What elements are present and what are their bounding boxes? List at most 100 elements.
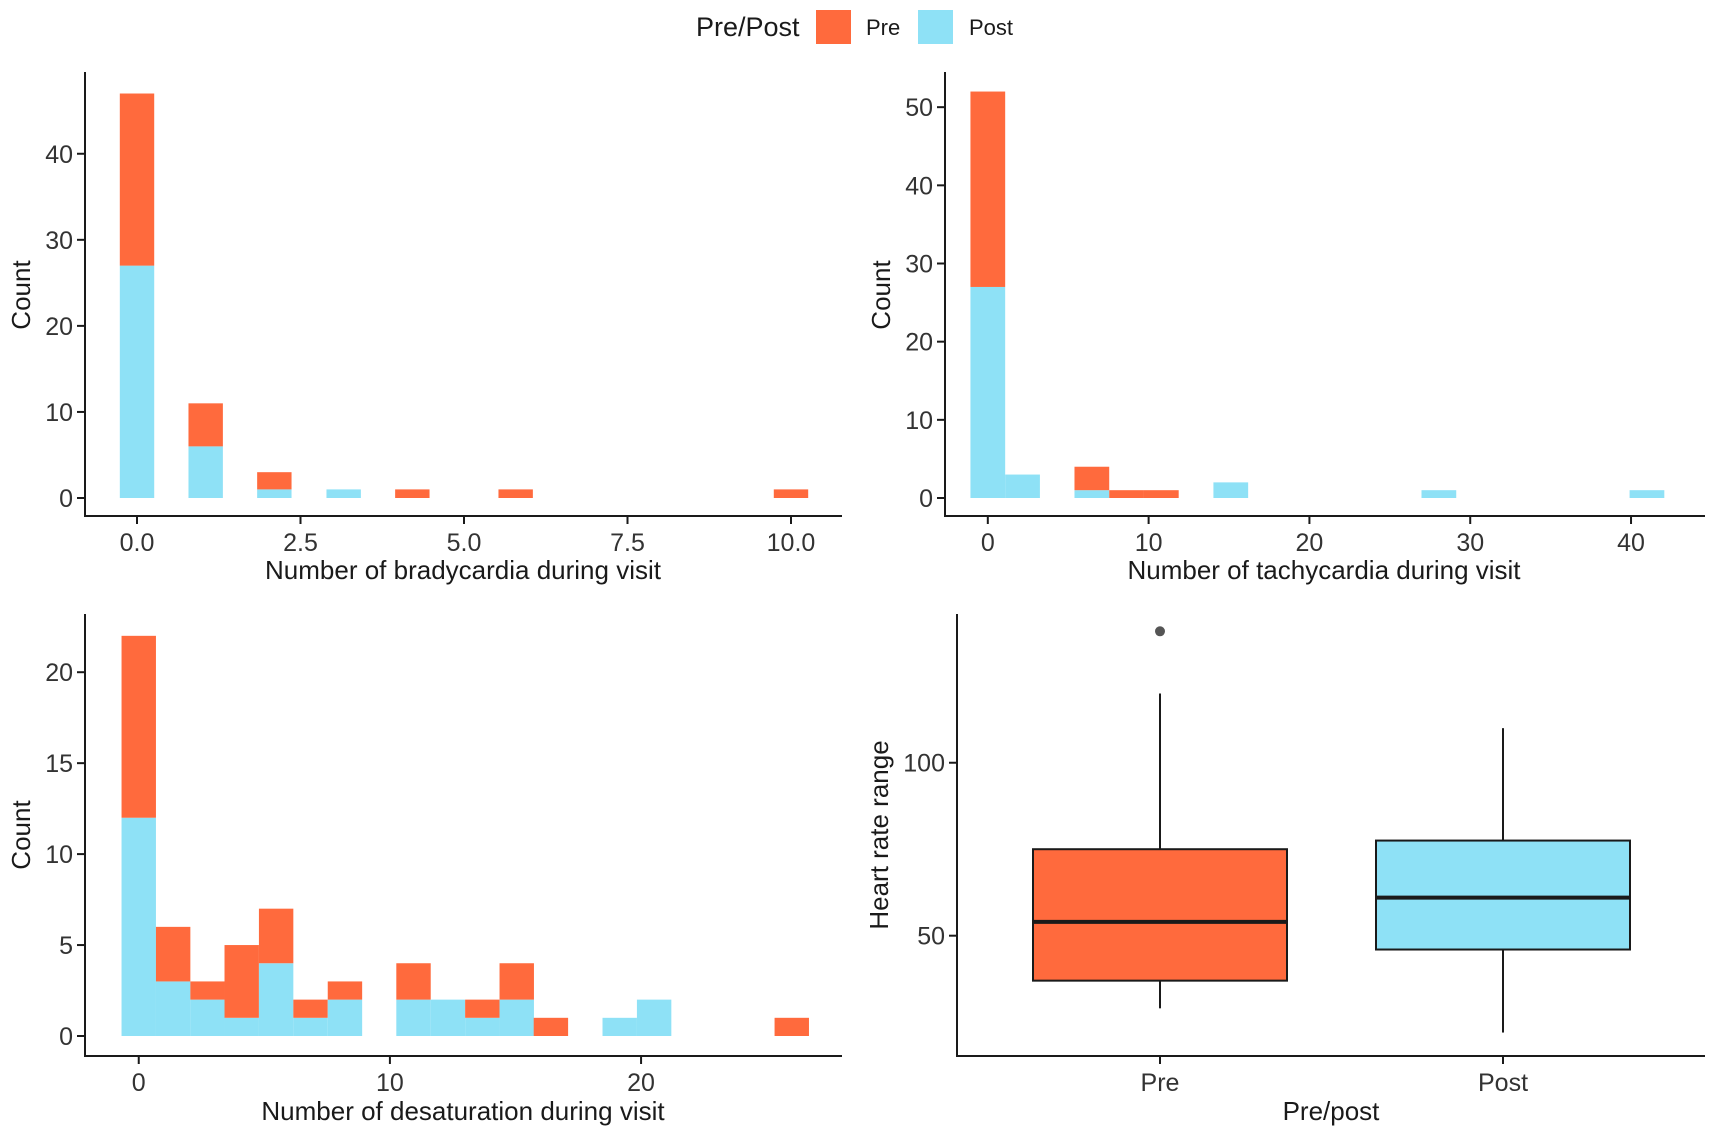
bradycardia-x-tick-label: 0.0 bbox=[120, 529, 155, 557]
tachycardia-bar-post bbox=[1213, 482, 1249, 498]
tachycardia-x-tick-label: 40 bbox=[1617, 529, 1645, 557]
desaturation-bar-pre bbox=[121, 635, 156, 818]
panel-heart-rate-boxplot: 50 100 Pre Post Pre/post Heart rate range bbox=[864, 614, 1705, 1126]
bradycardia-x-tick-label: 5.0 bbox=[447, 529, 482, 557]
desaturation-y-tick-label: 0 bbox=[59, 1023, 73, 1051]
desaturation-x-tick-label: 0 bbox=[132, 1069, 146, 1097]
desaturation-bar-post bbox=[430, 999, 466, 1036]
tachycardia-y-tick-label: 50 bbox=[905, 94, 933, 122]
desaturation-bar-pre bbox=[258, 908, 294, 964]
desaturation-bar-post bbox=[602, 1017, 637, 1036]
bradycardia-bar-post bbox=[119, 265, 155, 498]
desaturation-bar-pre bbox=[293, 999, 328, 1018]
tachycardia-y-tick-label: 40 bbox=[905, 172, 933, 200]
box-pre bbox=[1032, 848, 1288, 982]
bradycardia-bar-post bbox=[257, 489, 292, 498]
tachycardia-y-tick-label: 30 bbox=[905, 251, 933, 279]
desaturation-x-ticks: 0 10 20 bbox=[132, 1056, 655, 1097]
tachycardia-bar-post bbox=[1074, 490, 1110, 498]
legend-label-post: Post bbox=[969, 15, 1013, 40]
bradycardia-bar-pre bbox=[498, 489, 533, 498]
desaturation-y-ticks: 0 5 10 15 20 bbox=[45, 659, 85, 1051]
boxplot-y-title: Heart rate range bbox=[864, 740, 894, 929]
tachycardia-y-title: Count bbox=[866, 260, 896, 330]
box-pre-outlier bbox=[1155, 626, 1165, 637]
tachycardia-bar-pre bbox=[1109, 490, 1144, 498]
desaturation-y-tick-label: 10 bbox=[45, 841, 73, 869]
legend-title: Pre/Post bbox=[696, 12, 800, 42]
tachycardia-bar-post bbox=[1421, 490, 1457, 498]
tachycardia-bar-post bbox=[1005, 474, 1040, 498]
bradycardia-bar-pre bbox=[773, 489, 809, 498]
tachycardia-x-title: Number of tachycardia during visit bbox=[1127, 555, 1521, 585]
tachycardia-bar-post bbox=[1629, 490, 1665, 498]
bradycardia-y-tick-label: 0 bbox=[59, 485, 73, 513]
bradycardia-bar-pre bbox=[188, 403, 223, 447]
bradycardia-x-tick-label: 7.5 bbox=[610, 529, 645, 557]
desaturation-x-tick-label: 20 bbox=[627, 1069, 655, 1097]
legend-swatch-pre bbox=[816, 10, 851, 44]
bradycardia-bar-pre bbox=[395, 489, 430, 498]
tachycardia-bar-pre bbox=[970, 91, 1006, 287]
tachycardia-y-tick-label: 10 bbox=[905, 407, 933, 435]
boxplot-boxes bbox=[1032, 626, 1631, 1033]
bradycardia-x-ticks: 0.0 2.5 5.0 7.5 10.0 bbox=[120, 516, 816, 557]
desaturation-bar-post bbox=[190, 999, 225, 1036]
desaturation-bar-pre bbox=[499, 963, 534, 1000]
desaturation-bar-post bbox=[499, 999, 534, 1036]
boxplot-x-ticks: Pre Post bbox=[1141, 1056, 1528, 1097]
desaturation-y-tick-label: 5 bbox=[59, 932, 73, 960]
desaturation-bar-pre bbox=[774, 1017, 809, 1036]
tachycardia-bar-pre bbox=[1074, 466, 1110, 491]
desaturation-bar-pre bbox=[533, 1017, 569, 1036]
boxplot-x-tick-label: Pre bbox=[1141, 1069, 1180, 1097]
bradycardia-bar-pre bbox=[257, 472, 292, 490]
bradycardia-x-tick-label: 2.5 bbox=[283, 529, 318, 557]
panel-tachycardia: 0 10 20 30 40 50 0 10 20 30 40 Number of tachycar… bbox=[866, 72, 1705, 585]
boxplot-y-tick-label: 100 bbox=[903, 750, 945, 778]
desaturation-bar-pre bbox=[327, 981, 363, 1000]
desaturation-y-title: Count bbox=[6, 800, 36, 870]
legend-label-pre: Pre bbox=[866, 15, 900, 40]
legend: Pre/Post Pre Post bbox=[696, 10, 1013, 44]
bradycardia-y-tick-label: 20 bbox=[45, 313, 73, 341]
panel-desaturation: 0 5 10 15 20 0 10 20 Number of desaturation du… bbox=[6, 614, 842, 1126]
bradycardia-y-tick-label: 30 bbox=[45, 227, 73, 255]
panel-bradycardia: 0 10 20 30 40 0.0 2.5 5.0 7.5 10.0 Number of bra… bbox=[6, 72, 842, 585]
desaturation-y-tick-label: 20 bbox=[45, 659, 73, 687]
box-post bbox=[1375, 839, 1631, 951]
desaturation-bar-post bbox=[121, 817, 156, 1036]
bradycardia-bars bbox=[119, 93, 809, 498]
boxplot-y-tick-label: 50 bbox=[917, 923, 945, 951]
tachycardia-x-tick-label: 10 bbox=[1135, 529, 1163, 557]
desaturation-x-title: Number of desaturation during visit bbox=[261, 1096, 665, 1126]
tachycardia-x-tick-label: 30 bbox=[1456, 529, 1484, 557]
legend-swatch-post bbox=[918, 10, 953, 44]
tachycardia-x-tick-label: 0 bbox=[981, 529, 995, 557]
desaturation-bar-post bbox=[224, 1017, 259, 1036]
boxplot-x-tick-label: Post bbox=[1478, 1069, 1528, 1097]
desaturation-bar-pre bbox=[396, 963, 431, 1000]
tachycardia-bars bbox=[970, 91, 1665, 498]
bradycardia-x-title: Number of bradycardia during visit bbox=[265, 555, 662, 585]
desaturation-bar-post bbox=[636, 999, 672, 1036]
tachycardia-y-tick-label: 0 bbox=[919, 485, 933, 513]
bradycardia-y-tick-label: 40 bbox=[45, 141, 73, 169]
bradycardia-bar-post bbox=[188, 446, 223, 498]
tachycardia-y-tick-label: 20 bbox=[905, 329, 933, 357]
bradycardia-y-tick-label: 10 bbox=[45, 399, 73, 427]
boxplot-x-title: Pre/post bbox=[1283, 1096, 1381, 1126]
bradycardia-bar-post bbox=[326, 489, 361, 498]
desaturation-bar-post bbox=[396, 999, 431, 1036]
bradycardia-bar-pre bbox=[119, 93, 155, 266]
bradycardia-x-tick-label: 10.0 bbox=[767, 529, 816, 557]
tachycardia-bar-pre bbox=[1143, 490, 1179, 498]
desaturation-bar-pre bbox=[224, 945, 259, 1018]
desaturation-x-tick-label: 10 bbox=[376, 1069, 404, 1097]
bradycardia-y-ticks: 0 10 20 30 40 bbox=[45, 141, 85, 513]
boxplot-y-ticks: 50 100 bbox=[903, 750, 957, 951]
tachycardia-x-tick-label: 20 bbox=[1296, 529, 1324, 557]
tachycardia-x-ticks: 0 10 20 30 40 bbox=[981, 516, 1645, 557]
desaturation-bar-pre bbox=[155, 926, 191, 982]
